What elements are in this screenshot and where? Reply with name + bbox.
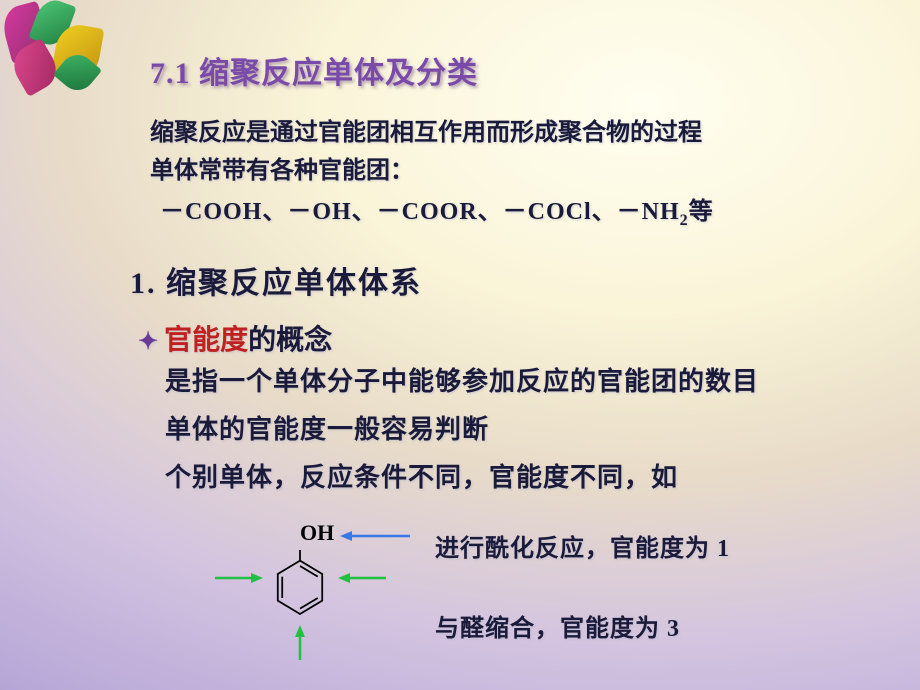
phenol-diagram: OH 进行酰化反应，官能度为 1 与醛缩合，官能度为 3 [210, 510, 890, 660]
body-line-1: 是指一个单体分子中能够参加反应的官能团的数目 [165, 358, 910, 406]
note-acylation: 进行酰化反应，官能度为 1 [435, 528, 730, 563]
decorative-corner [0, 0, 115, 95]
arrow-blue-icon [340, 528, 410, 544]
intro-line-2: 单体常带有各种官能团： [150, 152, 910, 190]
note-aldehyde: 与醛缩合，官能度为 3 [435, 608, 680, 643]
functional-groups: －COOH、－OH、－COOR、－COCl、－NH2等 [160, 191, 910, 230]
concept-term: 官能度 [164, 325, 248, 356]
benzene-ring-icon [265, 550, 335, 630]
body-line-2: 单体的官能度一般容易判断 [165, 406, 910, 454]
bullet-star-icon: ✦ [138, 329, 158, 355]
arrow-green-left-icon [215, 570, 263, 586]
slide-content: 7.1 缩聚反应单体及分类 缩聚反应是通过官能团相互作用而形成聚合物的过程 单体… [130, 48, 910, 502]
concept-bullet: ✦官能度的概念 [138, 318, 910, 358]
groups-subscript: 2 [680, 212, 689, 229]
groups-tail: 等 [689, 199, 714, 225]
concept-rest: 的概念 [248, 325, 332, 356]
body-line-3: 个别单体，反应条件不同，官能度不同，如 [165, 454, 910, 502]
groups-text: －COOH、－OH、－COOR、－COCl、－NH [160, 199, 680, 225]
intro-line-1: 缩聚反应是通过官能团相互作用而形成聚合物的过程 [150, 114, 910, 152]
oh-label: OH [300, 520, 334, 546]
arrow-green-right-icon [338, 570, 386, 586]
subsection-heading: 1. 缩聚反应单体体系 [130, 258, 910, 302]
section-title: 7.1 缩聚反应单体及分类 [150, 48, 910, 92]
arrow-green-bottom-icon [292, 625, 308, 660]
